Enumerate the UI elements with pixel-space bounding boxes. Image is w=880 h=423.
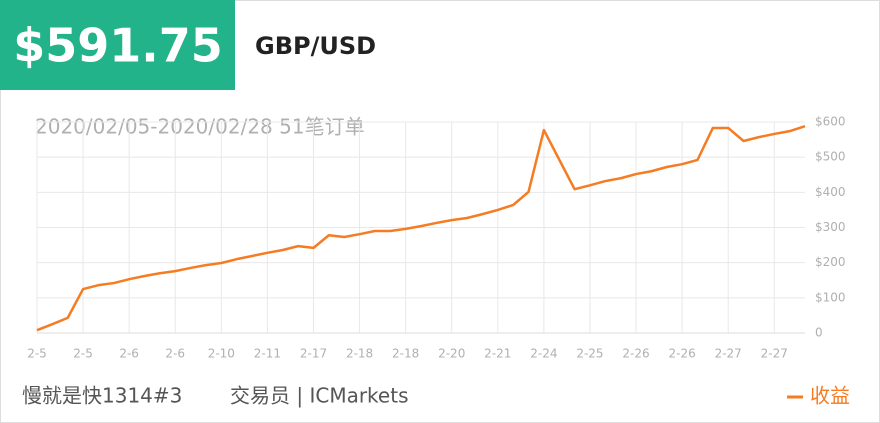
subtitle: 2020/02/05-2020/02/28 51笔订单 <box>35 115 365 139</box>
y-tick-label: $200 <box>815 255 846 269</box>
x-tick-label: 2-6 <box>165 347 185 361</box>
x-tick-label: 2-21 <box>484 347 511 361</box>
y-tick-label: $400 <box>815 185 846 199</box>
x-tick-label: 2-5 <box>73 347 93 361</box>
y-tick-label: $100 <box>815 290 846 304</box>
x-tick-label: 2-11 <box>254 347 281 361</box>
x-tick-label: 2-26 <box>669 347 696 361</box>
y-tick-label: $500 <box>815 150 846 164</box>
y-tick-label: $600 <box>815 115 846 129</box>
x-tick-label: 2-18 <box>346 347 373 361</box>
x-tick-label: 2-25 <box>576 347 603 361</box>
x-tick-label: 2-24 <box>530 347 557 361</box>
amount-box <box>0 0 235 90</box>
legend-label: 收益 <box>810 384 850 408</box>
role: 交易员 | ICMarkets <box>230 384 409 408</box>
amount: $591.75 <box>13 19 223 73</box>
x-tick-label: 2-5 <box>27 347 47 361</box>
series-line <box>36 125 806 332</box>
symbol: GBP/USD <box>255 32 376 60</box>
x-tick-label: 2-6 <box>119 347 139 361</box>
x-tick-label: 2-20 <box>438 347 465 361</box>
x-tick-label: 2-18 <box>392 347 419 361</box>
x-tick-label: 2-17 <box>300 347 327 361</box>
x-tick-label: 2-26 <box>622 347 649 361</box>
y-tick-label: $300 <box>815 220 846 234</box>
x-tick-label: 2-27 <box>715 347 742 361</box>
x-tick-label: 2-27 <box>761 347 788 361</box>
x-tick-label: 2-10 <box>208 347 235 361</box>
trader: 慢就是快1314#3 <box>22 384 182 408</box>
y-tick-label: 0 <box>815 326 823 340</box>
